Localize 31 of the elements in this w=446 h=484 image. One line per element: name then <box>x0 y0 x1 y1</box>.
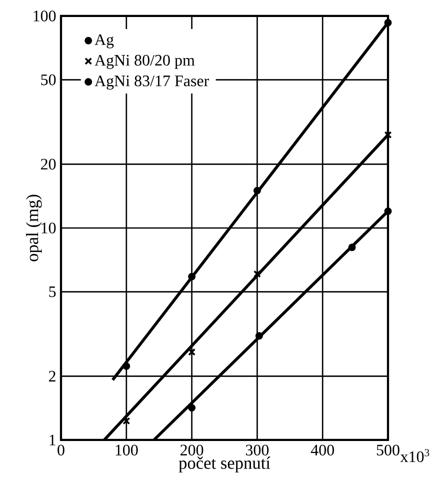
point <box>253 270 261 278</box>
legend-label: AgNi 80/20 pm <box>94 54 195 69</box>
x-tick-label: 400 <box>310 444 334 456</box>
point <box>122 417 130 425</box>
legend-label: Ag <box>94 34 114 48</box>
point <box>348 244 356 252</box>
y-tick-label: 2 <box>49 370 56 382</box>
point <box>384 18 392 26</box>
y-tick-label: 1 <box>50 434 56 446</box>
y-tick-label: 5 <box>49 286 56 298</box>
x-tick-label: 500 <box>376 444 400 456</box>
x-tick-label: 0 <box>58 444 64 456</box>
legend-label: AgNi 83/17 Faser <box>94 76 209 90</box>
x-tick-label: 200 <box>180 444 204 456</box>
point <box>384 131 392 139</box>
point <box>122 362 130 370</box>
point <box>384 207 392 215</box>
y-tick-label: 50 <box>41 74 56 86</box>
point <box>188 348 196 356</box>
y-tick-label: 10 <box>42 222 56 234</box>
text: x10$^{3}$ <box>400 449 430 462</box>
point <box>188 404 196 412</box>
x-tick-label: 300 <box>246 444 269 456</box>
x-axis-title: počet sepnutí <box>178 456 270 472</box>
point <box>255 332 263 340</box>
point <box>188 272 196 280</box>
y-tick-label: 20 <box>41 158 56 170</box>
x-tick-label: 100 <box>116 444 138 456</box>
y-axis-title: opal (mg) <box>26 194 42 262</box>
y-tick-label: 100 <box>34 10 56 22</box>
point <box>253 186 261 194</box>
